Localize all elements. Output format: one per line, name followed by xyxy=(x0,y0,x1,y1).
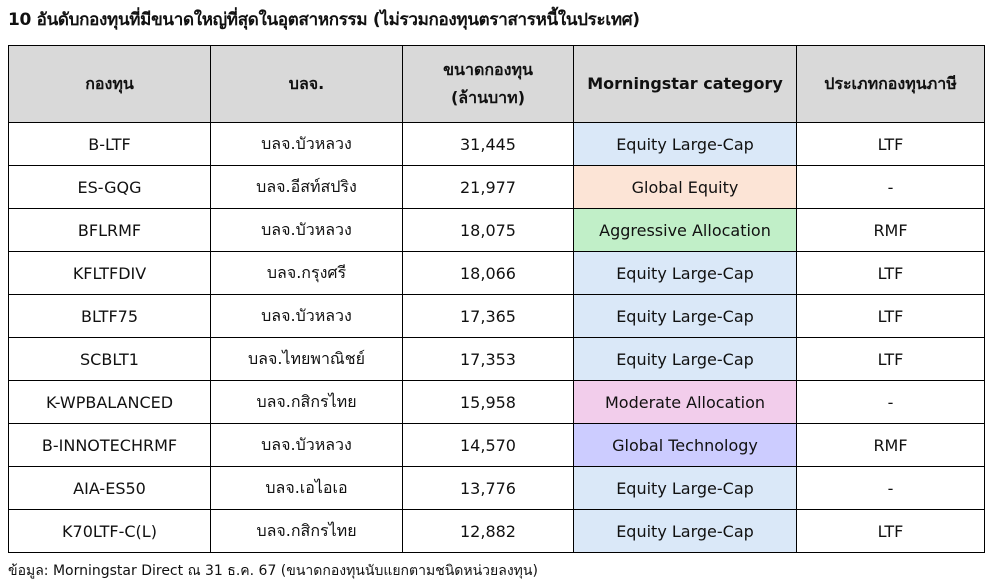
tax-type-cell: LTF xyxy=(796,294,985,338)
table-row: ES-GQG บลจ.อีสท์สปริง 21,977 Global Equity - xyxy=(8,165,985,209)
tax-type-cell: LTF xyxy=(796,251,985,295)
table-row: B-LTF บลจ.บัวหลวง 31,445 Equity Large-Cap LT… xyxy=(8,122,985,166)
size-cell: 13,776 xyxy=(402,466,574,510)
size-cell: 31,445 xyxy=(402,122,574,166)
size-cell: 21,977 xyxy=(402,165,574,209)
header-amc: บลจ. xyxy=(210,45,403,123)
category-cell: Equity Large-Cap xyxy=(573,509,797,553)
category-cell: Moderate Allocation xyxy=(573,380,797,424)
header-fund: กองทุน xyxy=(8,45,211,123)
size-cell: 17,353 xyxy=(402,337,574,381)
category-cell: Equity Large-Cap xyxy=(573,466,797,510)
category-cell: Equity Large-Cap xyxy=(573,337,797,381)
fund-cell: ES-GQG xyxy=(8,165,211,209)
header-tax-type: ประเภทกองทุนภาษี xyxy=(796,45,985,123)
table-row: AIA-ES50 บลจ.เอไอเอ 13,776 Equity Large-Cap… xyxy=(8,466,985,510)
amc-cell: บลจ.เอไอเอ xyxy=(210,466,403,510)
top-funds-table: กองทุน บลจ. ขนาดกองทุน (ล้านบาท) Morning… xyxy=(8,45,985,553)
size-cell: 12,882 xyxy=(402,509,574,553)
fund-cell: B-LTF xyxy=(8,122,211,166)
tax-type-cell: LTF xyxy=(796,509,985,553)
footnote: ข้อมูล: Morningstar Direct ณ 31 ธ.ค. 67 … xyxy=(8,563,538,579)
category-cell: Equity Large-Cap xyxy=(573,251,797,295)
table-row: B-INNOTECHRMF บลจ.บัวหลวง 14,570 Global Tec… xyxy=(8,423,985,467)
header-size: ขนาดกองทุน (ล้านบาท) xyxy=(402,45,574,123)
fund-cell: B-INNOTECHRMF xyxy=(8,423,211,467)
table-header-row: กองทุน บลจ. ขนาดกองทุน (ล้านบาท) Morning… xyxy=(8,45,985,123)
amc-cell: บลจ.อีสท์สปริง xyxy=(210,165,403,209)
size-cell: 18,066 xyxy=(402,251,574,295)
amc-cell: บลจ.บัวหลวง xyxy=(210,423,403,467)
amc-cell: บลจ.บัวหลวง xyxy=(210,294,403,338)
amc-cell: บลจ.กรุงศรี xyxy=(210,251,403,295)
header-category: Morningstar category xyxy=(573,45,797,123)
fund-cell: K-WPBALANCED xyxy=(8,380,211,424)
tax-type-cell: RMF xyxy=(796,423,985,467)
tax-type-cell: - xyxy=(796,165,985,209)
category-cell: Equity Large-Cap xyxy=(573,122,797,166)
fund-cell: BLTF75 xyxy=(8,294,211,338)
table-row: KFLTFDIV บลจ.กรุงศรี 18,066 Equity Large-Ca… xyxy=(8,251,985,295)
size-cell: 14,570 xyxy=(402,423,574,467)
table-row: BLTF75 บลจ.บัวหลวง 17,365 Equity Large-Cap L… xyxy=(8,294,985,338)
category-cell: Aggressive Allocation xyxy=(573,208,797,252)
tax-type-cell: RMF xyxy=(796,208,985,252)
fund-cell: KFLTFDIV xyxy=(8,251,211,295)
table-row: K-WPBALANCED บลจ.กสิกรไทย 15,958 Moderate A… xyxy=(8,380,985,424)
amc-cell: บลจ.บัวหลวง xyxy=(210,208,403,252)
size-cell: 15,958 xyxy=(402,380,574,424)
size-cell: 18,075 xyxy=(402,208,574,252)
category-cell: Global Technology xyxy=(573,423,797,467)
fund-cell: AIA-ES50 xyxy=(8,466,211,510)
amc-cell: บลจ.กสิกรไทย xyxy=(210,380,403,424)
tax-type-cell: LTF xyxy=(796,337,985,381)
amc-cell: บลจ.ไทยพาณิชย์ xyxy=(210,337,403,381)
tax-type-cell: LTF xyxy=(796,122,985,166)
page-title: 10 อันดับกองทุนที่มีขนาดใหญ่ที่สุดในอุตส… xyxy=(8,10,640,30)
category-cell: Equity Large-Cap xyxy=(573,294,797,338)
fund-cell: BFLRMF xyxy=(8,208,211,252)
tax-type-cell: - xyxy=(796,380,985,424)
tax-type-cell: - xyxy=(796,466,985,510)
fund-cell: K70LTF-C(L) xyxy=(8,509,211,553)
fund-cell: SCBLT1 xyxy=(8,337,211,381)
category-cell: Global Equity xyxy=(573,165,797,209)
size-cell: 17,365 xyxy=(402,294,574,338)
table-row: BFLRMF บลจ.บัวหลวง 18,075 Aggressive Alloca… xyxy=(8,208,985,252)
amc-cell: บลจ.กสิกรไทย xyxy=(210,509,403,553)
amc-cell: บลจ.บัวหลวง xyxy=(210,122,403,166)
table-row: K70LTF-C(L) บลจ.กสิกรไทย 12,882 Equity Larg… xyxy=(8,509,985,553)
table-row: SCBLT1 บลจ.ไทยพาณิชย์ 17,353 Equity Large-C… xyxy=(8,337,985,381)
